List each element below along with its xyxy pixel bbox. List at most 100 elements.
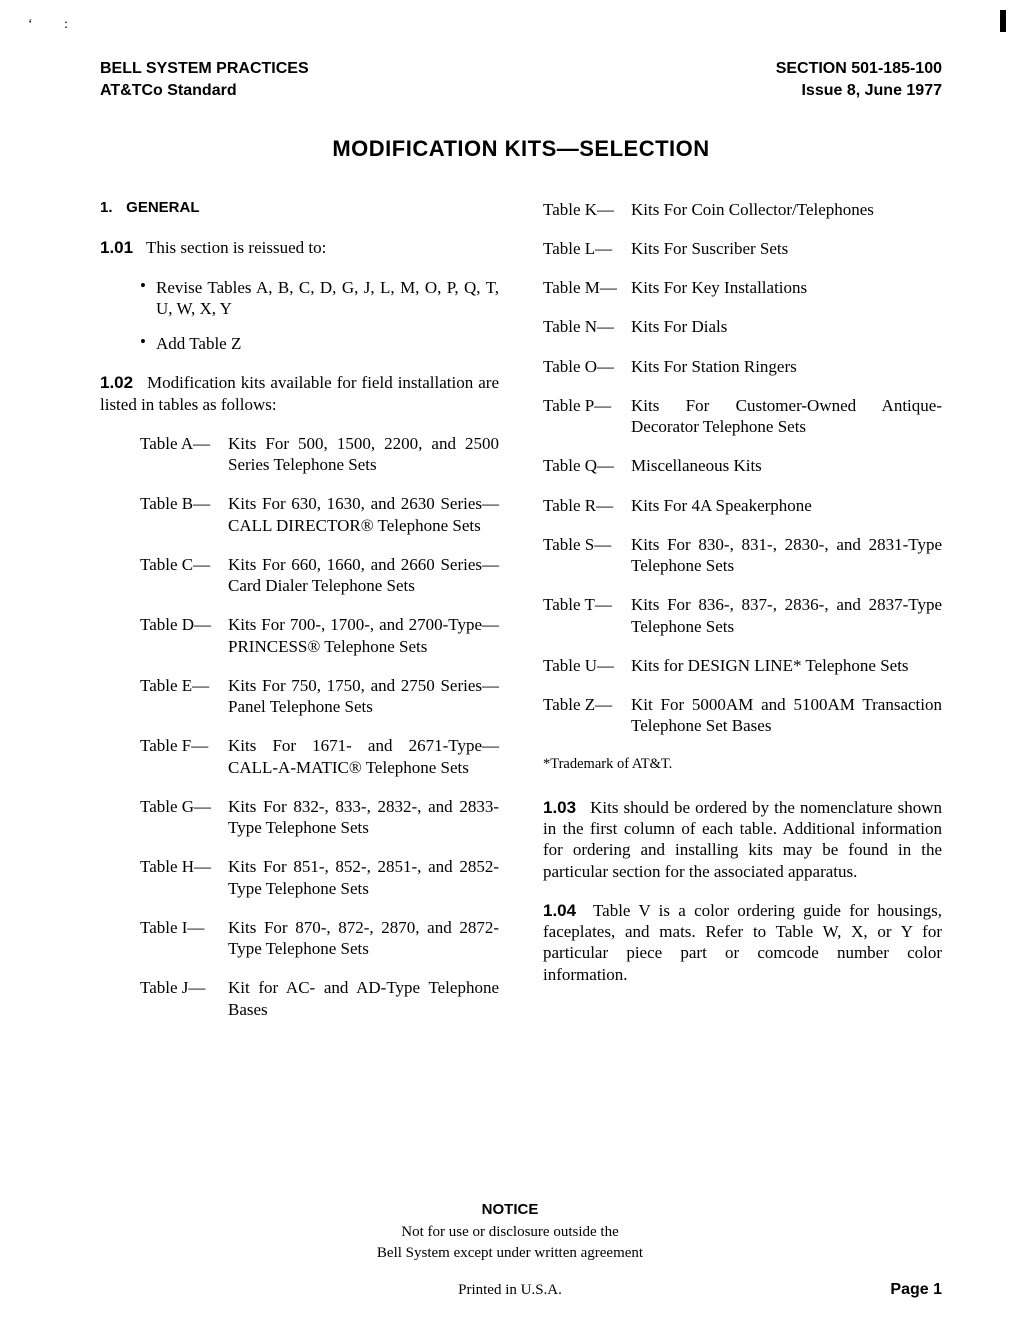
table-label: Table T— — [543, 594, 631, 637]
table-label: Table A— — [140, 433, 228, 476]
document-page: ‘ : BELL SYSTEM PRACTICES AT&TCo Standar… — [0, 0, 1020, 1318]
table-label: Table G— — [140, 796, 228, 839]
table-entry: Table Q—Miscellaneous Kits — [543, 455, 942, 476]
table-entry: Table O—Kits For Station Ringers — [543, 356, 942, 377]
table-desc: Kits For Customer-Owned Antique-Decorato… — [631, 395, 942, 438]
table-desc: Kits For 500, 1500, 2200, and 2500 Serie… — [228, 433, 499, 476]
header-left: BELL SYSTEM PRACTICES AT&TCo Standard — [100, 58, 309, 101]
paragraph-1-03: 1.03 Kits should be ordered by the nomen… — [543, 797, 942, 882]
table-list-right: Table K—Kits For Coin Collector/Telephon… — [543, 199, 942, 737]
table-entry: Table U—Kits for DESIGN LINE* Telephone … — [543, 655, 942, 676]
header-right-line1: SECTION 501-185-100 — [776, 58, 942, 80]
table-label: Table R— — [543, 495, 631, 516]
table-label: Table O— — [543, 356, 631, 377]
table-entry: Table E—Kits For 750, 1750, and 2750 Ser… — [140, 675, 499, 718]
table-entry: Table M—Kits For Key Installations — [543, 277, 942, 298]
table-entry: Table I—Kits For 870-, 872-, 2870, and 2… — [140, 917, 499, 960]
table-entry: Table A—Kits For 500, 1500, 2200, and 25… — [140, 433, 499, 476]
section-title: GENERAL — [126, 199, 199, 216]
section-heading-1: 1. GENERAL — [100, 199, 499, 218]
para-text: This section is reissued to: — [146, 238, 326, 257]
table-label: Table B— — [140, 493, 228, 536]
table-desc: Kits For 660, 1660, and 2660 Series—Card… — [228, 554, 499, 597]
table-label: Table M— — [543, 277, 631, 298]
para-text: Modification kits available for field in… — [100, 373, 499, 413]
notice-line2: Bell System except under written agreeme… — [0, 1243, 1020, 1264]
paragraph-1-01: 1.01 This section is reissued to: — [100, 237, 499, 258]
left-column: 1. GENERAL 1.01 This section is reissued… — [100, 199, 499, 1038]
table-desc: Kits For 4A Speakerphone — [631, 495, 942, 516]
table-desc: Kits For Key Installations — [631, 277, 942, 298]
table-entry: Table C—Kits For 660, 1660, and 2660 Ser… — [140, 554, 499, 597]
table-entry: Table F—Kits For 1671- and 2671-Type—CAL… — [140, 735, 499, 778]
bullet-list: Revise Tables A, B, C, D, G, J, L, M, O,… — [140, 277, 499, 355]
table-entry: Table J—Kit for AC- and AD-Type Telephon… — [140, 977, 499, 1020]
paragraph-1-04: 1.04 Table V is a color ordering guide f… — [543, 900, 942, 985]
trademark-footnote: *Trademark of AT&T. — [543, 755, 942, 773]
table-desc: Kits For 870-, 872-, 2870, and 2872-Type… — [228, 917, 499, 960]
table-label: Table F— — [140, 735, 228, 778]
table-desc: Kits For 1671- and 2671-Type—CALL-A-MATI… — [228, 735, 499, 778]
table-entry: Table G—Kits For 832-, 833-, 2832-, and … — [140, 796, 499, 839]
table-label: Table C— — [140, 554, 228, 597]
scan-artifact-tick — [1000, 10, 1006, 32]
header-right-line2: Issue 8, June 1977 — [776, 80, 942, 102]
para-number: 1.01 — [100, 237, 142, 258]
table-label: Table I— — [140, 917, 228, 960]
table-entry: Table H—Kits For 851-, 852-, 2851-, and … — [140, 856, 499, 899]
table-label: Table U— — [543, 655, 631, 676]
printed-in-usa: Printed in U.S.A. — [0, 1281, 1020, 1300]
body-columns: 1. GENERAL 1.01 This section is reissued… — [100, 199, 942, 1038]
table-entry: Table L—Kits For Suscriber Sets — [543, 238, 942, 259]
bullet-item: Revise Tables A, B, C, D, G, J, L, M, O,… — [140, 277, 499, 320]
table-desc: Kits For Dials — [631, 316, 942, 337]
table-entry: Table T—Kits For 836-, 837-, 2836-, and … — [543, 594, 942, 637]
para-text: Kits should be ordered by the nomenclatu… — [543, 798, 942, 881]
table-entry: Table B—Kits For 630, 1630, and 2630 Ser… — [140, 493, 499, 536]
paragraph-1-02: 1.02 Modification kits available for fie… — [100, 372, 499, 415]
table-label: Table S— — [543, 534, 631, 577]
table-entry: Table D—Kits For 700-, 1700-, and 2700-T… — [140, 614, 499, 657]
table-desc: Kits For Coin Collector/Telephones — [631, 199, 942, 220]
table-desc: Kits For 750, 1750, and 2750 Series—Pane… — [228, 675, 499, 718]
page-number: Page 1 — [890, 1280, 942, 1300]
table-desc: Kits For 830-, 831-, 2830-, and 2831-Typ… — [631, 534, 942, 577]
table-desc: Miscellaneous Kits — [631, 455, 942, 476]
table-desc: Kit for AC- and AD-Type Telephone Bases — [228, 977, 499, 1020]
table-desc: Kits For Station Ringers — [631, 356, 942, 377]
para-text: Table V is a color ordering guide for ho… — [543, 901, 942, 984]
table-label: Table L— — [543, 238, 631, 259]
table-label: Table D— — [140, 614, 228, 657]
scan-artifact-marks: ‘ : — [28, 16, 82, 34]
table-desc: Kits for DESIGN LINE* Telephone Sets — [631, 655, 942, 676]
bullet-item: Add Table Z — [140, 333, 499, 354]
table-desc: Kits For 832-, 833-, 2832-, and 2833-Typ… — [228, 796, 499, 839]
table-label: Table J— — [140, 977, 228, 1020]
header-left-line2: AT&TCo Standard — [100, 80, 309, 102]
table-label: Table Q— — [543, 455, 631, 476]
table-entry: Table Z—Kit For 5000AM and 5100AM Transa… — [543, 694, 942, 737]
header-left-line1: BELL SYSTEM PRACTICES — [100, 58, 309, 80]
table-entry: Table N—Kits For Dials — [543, 316, 942, 337]
notice-line1: Not for use or disclosure outside the — [0, 1222, 1020, 1243]
table-desc: Kits For 700-, 1700-, and 2700-Type—PRIN… — [228, 614, 499, 657]
para-number: 1.04 — [543, 900, 585, 921]
page-title: MODIFICATION KITS—SELECTION — [100, 135, 942, 163]
table-desc: Kits For 851-, 852-, 2851-, and 2852-Typ… — [228, 856, 499, 899]
header-right: SECTION 501-185-100 Issue 8, June 1977 — [776, 58, 942, 101]
table-label: Table P— — [543, 395, 631, 438]
table-list-left: Table A—Kits For 500, 1500, 2200, and 25… — [140, 433, 499, 1020]
table-label: Table H— — [140, 856, 228, 899]
table-entry: Table K—Kits For Coin Collector/Telephon… — [543, 199, 942, 220]
page-header: BELL SYSTEM PRACTICES AT&TCo Standard SE… — [100, 58, 942, 101]
table-label: Table N— — [543, 316, 631, 337]
table-desc: Kits For 836-, 837-, 2836-, and 2837-Typ… — [631, 594, 942, 637]
right-column: Table K—Kits For Coin Collector/Telephon… — [543, 199, 942, 1038]
table-desc: Kit For 5000AM and 5100AM Transaction Te… — [631, 694, 942, 737]
table-entry: Table P—Kits For Customer-Owned Antique-… — [543, 395, 942, 438]
para-number: 1.02 — [100, 372, 142, 393]
section-number: 1. — [100, 199, 122, 218]
table-desc: Kits For 630, 1630, and 2630 Series—CALL… — [228, 493, 499, 536]
table-entry: Table S—Kits For 830-, 831-, 2830-, and … — [543, 534, 942, 577]
para-number: 1.03 — [543, 797, 585, 818]
